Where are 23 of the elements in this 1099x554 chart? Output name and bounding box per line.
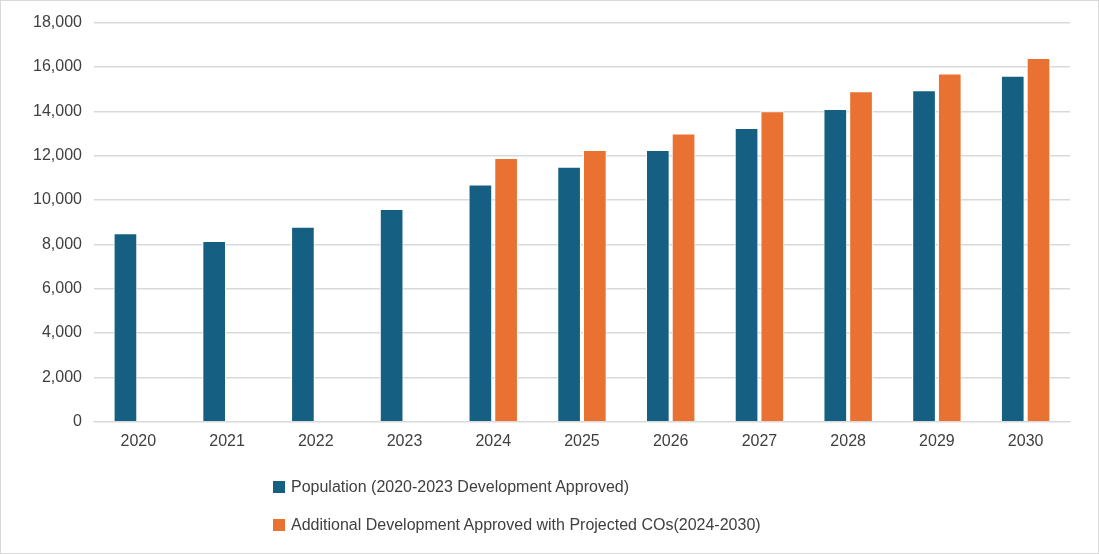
- y-tick-label: 10,000: [33, 190, 83, 208]
- legend-label: Population (2020-2023 Development Approved): [291, 478, 630, 496]
- x-tick-label: 2026: [652, 431, 689, 449]
- x-tick-label: 2023: [386, 431, 423, 449]
- y-tick-label: 18,000: [33, 13, 83, 31]
- y-tick-label: 0: [73, 412, 83, 430]
- x-tick-label: 2030: [1007, 431, 1044, 449]
- x-tick-label: 2028: [830, 431, 867, 449]
- legend-label: Additional Development Approved with Projected COs(2024-2030): [291, 516, 761, 534]
- y-tick-label: 14,000: [33, 101, 83, 119]
- y-tick-label: 12,000: [33, 146, 83, 164]
- x-tick-label: 2020: [120, 431, 157, 449]
- y-tick-label: 8,000: [41, 234, 83, 252]
- x-tick-label: 2022: [297, 431, 334, 449]
- x-tick-label: 2029: [919, 431, 955, 449]
- y-tick-label: 4,000: [41, 323, 83, 341]
- x-tick-label: 2025: [564, 431, 600, 449]
- x-tick-label: 2027: [741, 431, 778, 449]
- y-tick-label: 6,000: [41, 279, 83, 297]
- y-tick-label: 2,000: [41, 367, 83, 385]
- x-tick-label: 2024: [475, 431, 512, 449]
- y-tick-label: 16,000: [33, 57, 83, 75]
- x-tick-label: 2021: [209, 431, 245, 449]
